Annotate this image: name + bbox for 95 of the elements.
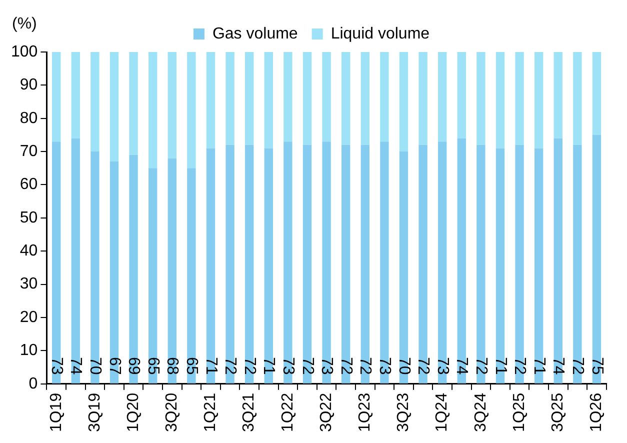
x-tick-label: 1Q24	[434, 392, 451, 432]
data-label: 67	[106, 356, 123, 375]
data-label: 74	[550, 356, 567, 375]
data-label: 71	[202, 356, 220, 375]
data-label: 72	[356, 356, 374, 375]
data-label: 72	[569, 356, 586, 375]
bar	[554, 138, 562, 384]
bar	[71, 138, 80, 384]
data-label: 65	[144, 356, 162, 375]
bar	[438, 52, 447, 142]
data-label: 69	[125, 356, 142, 375]
bar	[534, 148, 544, 384]
x-tick-label: 1Q22	[279, 392, 296, 432]
y-tick-label: 90	[20, 76, 38, 94]
data-label: 72	[337, 356, 354, 375]
x-tick-label: 3Q23	[395, 392, 412, 432]
data-label: 73	[434, 356, 451, 375]
data-label: 72	[414, 356, 432, 375]
data-label: 71	[492, 356, 509, 375]
bar	[322, 52, 331, 142]
bar	[496, 52, 505, 148]
bar	[496, 148, 505, 384]
bar	[457, 52, 466, 138]
bar	[399, 52, 408, 152]
bar	[187, 52, 196, 168]
bar	[206, 148, 216, 384]
bar	[284, 52, 292, 142]
data-label: 73	[376, 356, 394, 375]
bar	[380, 52, 389, 142]
bar	[264, 148, 273, 384]
y-tick-label: 30	[20, 276, 38, 293]
y-tick-label: 60	[20, 176, 38, 194]
bar	[245, 52, 254, 145]
y-tick-label: 40	[20, 242, 38, 260]
bar	[302, 52, 312, 145]
data-label: 72	[298, 356, 316, 375]
data-label: 75	[588, 356, 606, 375]
x-tick-label: 3Q19	[86, 392, 104, 432]
bar	[418, 52, 428, 145]
data-label: 65	[183, 356, 200, 375]
bar	[360, 52, 370, 145]
y-tick-label: 0	[28, 375, 38, 392]
x-tick-label: 1Q20	[124, 392, 142, 432]
y-tick-label: 20	[20, 308, 38, 326]
bar	[148, 52, 158, 168]
data-label: 74	[67, 356, 84, 375]
data-label: 72	[472, 356, 490, 375]
bar	[592, 134, 602, 384]
data-label: 70	[86, 356, 104, 375]
x-tick-label: 1Q25	[510, 392, 528, 432]
x-tick-label: 1Q21	[202, 392, 220, 432]
legend-label: Gas volume	[212, 25, 298, 42]
bar	[534, 52, 544, 148]
bar	[52, 52, 61, 142]
bar	[226, 52, 234, 145]
data-label: 68	[164, 356, 181, 375]
bar	[71, 52, 80, 138]
y-axis-title: (%)	[12, 15, 37, 32]
x-tick-label: 1Q26	[588, 392, 606, 432]
bar	[592, 52, 602, 135]
x-tick-label: 3Q25	[550, 392, 567, 432]
y-tick-label: 50	[20, 209, 38, 226]
bar	[206, 52, 216, 148]
bar	[457, 138, 466, 384]
bar	[90, 52, 100, 152]
y-tick-label: 80	[20, 110, 38, 127]
data-label: 72	[511, 356, 528, 375]
bar	[476, 52, 486, 145]
legend-label: Liquid volume	[330, 25, 430, 42]
data-label: 71	[260, 356, 278, 375]
y-tick-label: 10	[20, 342, 38, 360]
data-label: 71	[530, 356, 548, 375]
x-tick-label: 3Q20	[164, 392, 181, 432]
bar	[554, 52, 562, 138]
data-label: 73	[280, 356, 297, 375]
x-tick-label: 3Q22	[318, 392, 335, 432]
bar	[168, 52, 176, 158]
data-label: 73	[318, 356, 336, 375]
data-label: 74	[453, 356, 470, 375]
data-label: 70	[395, 356, 412, 375]
x-tick-label: 3Q21	[240, 392, 258, 432]
data-label: 72	[240, 356, 258, 375]
bar	[129, 52, 138, 155]
x-tick-label: 1Q19	[48, 392, 65, 432]
bar	[264, 52, 273, 148]
x-tick-label: 3Q24	[472, 392, 490, 432]
y-tick-label: 70	[20, 142, 38, 160]
bar	[515, 52, 524, 145]
x-tick-label: 1Q23	[356, 392, 374, 432]
bar	[341, 52, 350, 145]
bar	[573, 52, 582, 145]
data-label: 72	[222, 356, 239, 375]
y-tick-label: 100	[10, 43, 38, 60]
bar	[110, 52, 119, 162]
data-label: 73	[48, 356, 65, 375]
